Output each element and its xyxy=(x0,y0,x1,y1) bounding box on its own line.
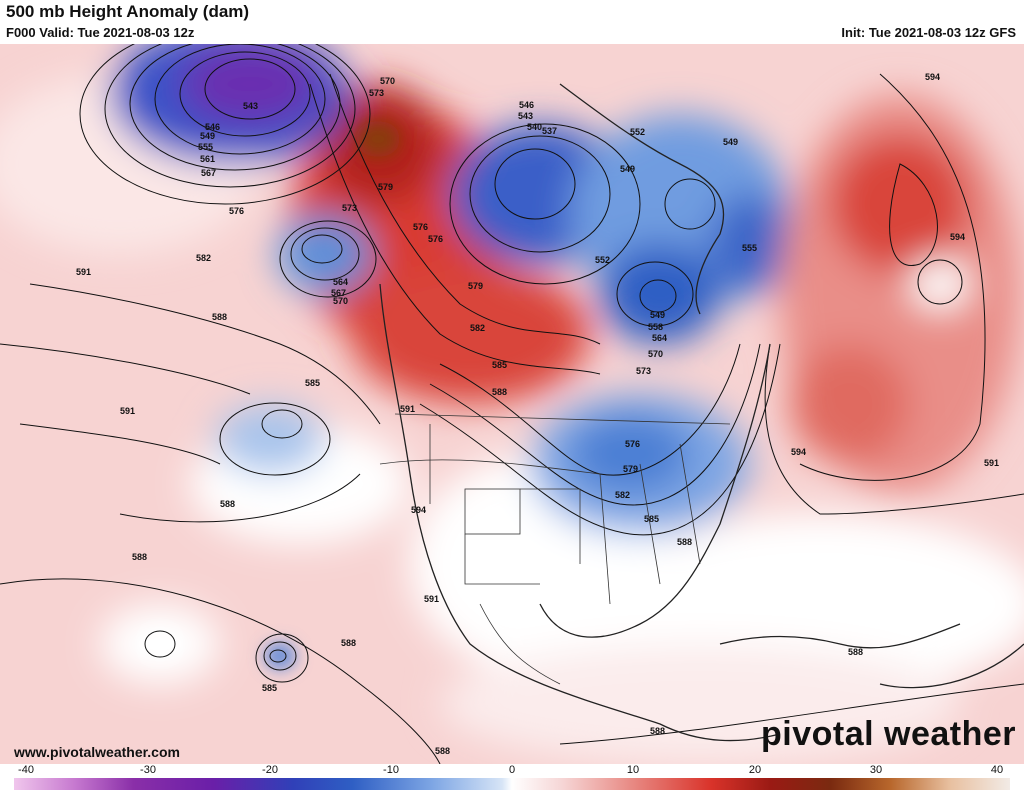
contour-label: 552 xyxy=(630,127,645,137)
small-features xyxy=(142,121,400,670)
contour-label: 591 xyxy=(400,404,415,414)
contour-label: 573 xyxy=(342,203,357,213)
map-canvas: 543 546 549 555 561 567 570 573 579 576 … xyxy=(0,44,1024,764)
contour-label: 573 xyxy=(369,88,384,98)
colorbar-tick: 40 xyxy=(990,764,1004,776)
contour-label: 576 xyxy=(428,234,443,244)
colorbar-tick: 0 xyxy=(508,764,516,776)
contour-label: 546 xyxy=(205,122,220,132)
contour-label: 579 xyxy=(468,281,483,291)
contour-label: 585 xyxy=(305,378,320,388)
contour-label: 588 xyxy=(848,647,863,657)
contour-label: 567 xyxy=(201,168,216,178)
contour-label: 543 xyxy=(518,111,533,121)
contour-label: 540 xyxy=(527,122,542,132)
contour-label: 570 xyxy=(648,349,663,359)
map-title: 500 mb Height Anomaly (dam) xyxy=(6,2,250,21)
contour-label: 543 xyxy=(243,101,258,111)
contour-label: 591 xyxy=(424,594,439,604)
contour-label: 588 xyxy=(677,537,692,547)
contour-label: 549 xyxy=(620,164,635,174)
contour-label: 579 xyxy=(623,464,638,474)
contour-label: 576 xyxy=(413,222,428,232)
contour-label: 552 xyxy=(595,255,610,265)
colorbar-ticks: -40 -30 -20 -10 0 10 20 30 40 xyxy=(0,764,1024,778)
brand-logo: pivotal weather xyxy=(760,715,1016,753)
contour-label: 570 xyxy=(380,76,395,86)
contour-labels: 543 546 549 555 561 567 570 573 579 576 … xyxy=(76,72,999,756)
contour-label: 582 xyxy=(615,490,630,500)
contour-label: 561 xyxy=(200,154,215,164)
contour-label: 585 xyxy=(262,683,277,693)
header: 500 mb Height Anomaly (dam) F000 Valid: … xyxy=(0,0,1024,44)
colorbar-tick: -30 xyxy=(140,764,156,776)
contour-label: 591 xyxy=(984,458,999,468)
colorbar-tick: 30 xyxy=(869,764,883,776)
contour-label: 588 xyxy=(650,726,665,736)
contour-label: 546 xyxy=(519,100,534,110)
contour-label: 582 xyxy=(196,253,211,263)
contour-label: 588 xyxy=(341,638,356,648)
contour-label: 594 xyxy=(950,232,965,242)
contour-label: 555 xyxy=(742,243,757,253)
contour-label: 585 xyxy=(644,514,659,524)
contour-label: 564 xyxy=(652,333,667,343)
contour-label: 588 xyxy=(212,312,227,322)
colorbar-tick: 20 xyxy=(748,764,762,776)
contour-label: 576 xyxy=(229,206,244,216)
contour-label: 591 xyxy=(76,267,91,277)
contour-label: 537 xyxy=(542,126,557,136)
borders xyxy=(379,413,731,685)
contour-label: 549 xyxy=(200,131,215,141)
contour-label: 549 xyxy=(723,137,738,147)
contour-label: 591 xyxy=(120,406,135,416)
contour-label: 558 xyxy=(648,322,663,332)
colorbar-tick: -20 xyxy=(262,764,278,776)
contour-label: 564 xyxy=(333,277,348,287)
contour-label: 588 xyxy=(492,387,507,397)
colorbar-tick: -10 xyxy=(383,764,399,776)
valid-time: F000 Valid: Tue 2021-08-03 12z xyxy=(6,25,195,40)
contour-label: 588 xyxy=(220,499,235,509)
contour-label: 576 xyxy=(625,439,640,449)
colorbar xyxy=(14,778,1010,790)
website-url[interactable]: www.pivotalweather.com xyxy=(14,744,180,760)
contour-label: 585 xyxy=(492,360,507,370)
coastlines xyxy=(379,83,1024,742)
contour-label: 594 xyxy=(411,505,426,515)
contour-label: 567 xyxy=(331,288,346,298)
contour-label: 588 xyxy=(435,746,450,756)
contour-label: 573 xyxy=(636,366,651,376)
anomaly-map: 543 546 549 555 561 567 570 573 579 576 … xyxy=(0,44,1024,764)
contour-label: 570 xyxy=(333,296,348,306)
contour-label: 582 xyxy=(470,323,485,333)
colorbar-tick: -40 xyxy=(18,764,34,776)
colorbar-tick: 10 xyxy=(626,764,640,776)
init-time: Init: Tue 2021-08-03 12z GFS xyxy=(841,25,1016,40)
contour-label: 579 xyxy=(378,182,393,192)
contour-label: 549 xyxy=(650,310,665,320)
contour-label: 555 xyxy=(198,142,213,152)
contour-label: 594 xyxy=(925,72,940,82)
contour-label: 588 xyxy=(132,552,147,562)
contour-label: 594 xyxy=(791,447,806,457)
